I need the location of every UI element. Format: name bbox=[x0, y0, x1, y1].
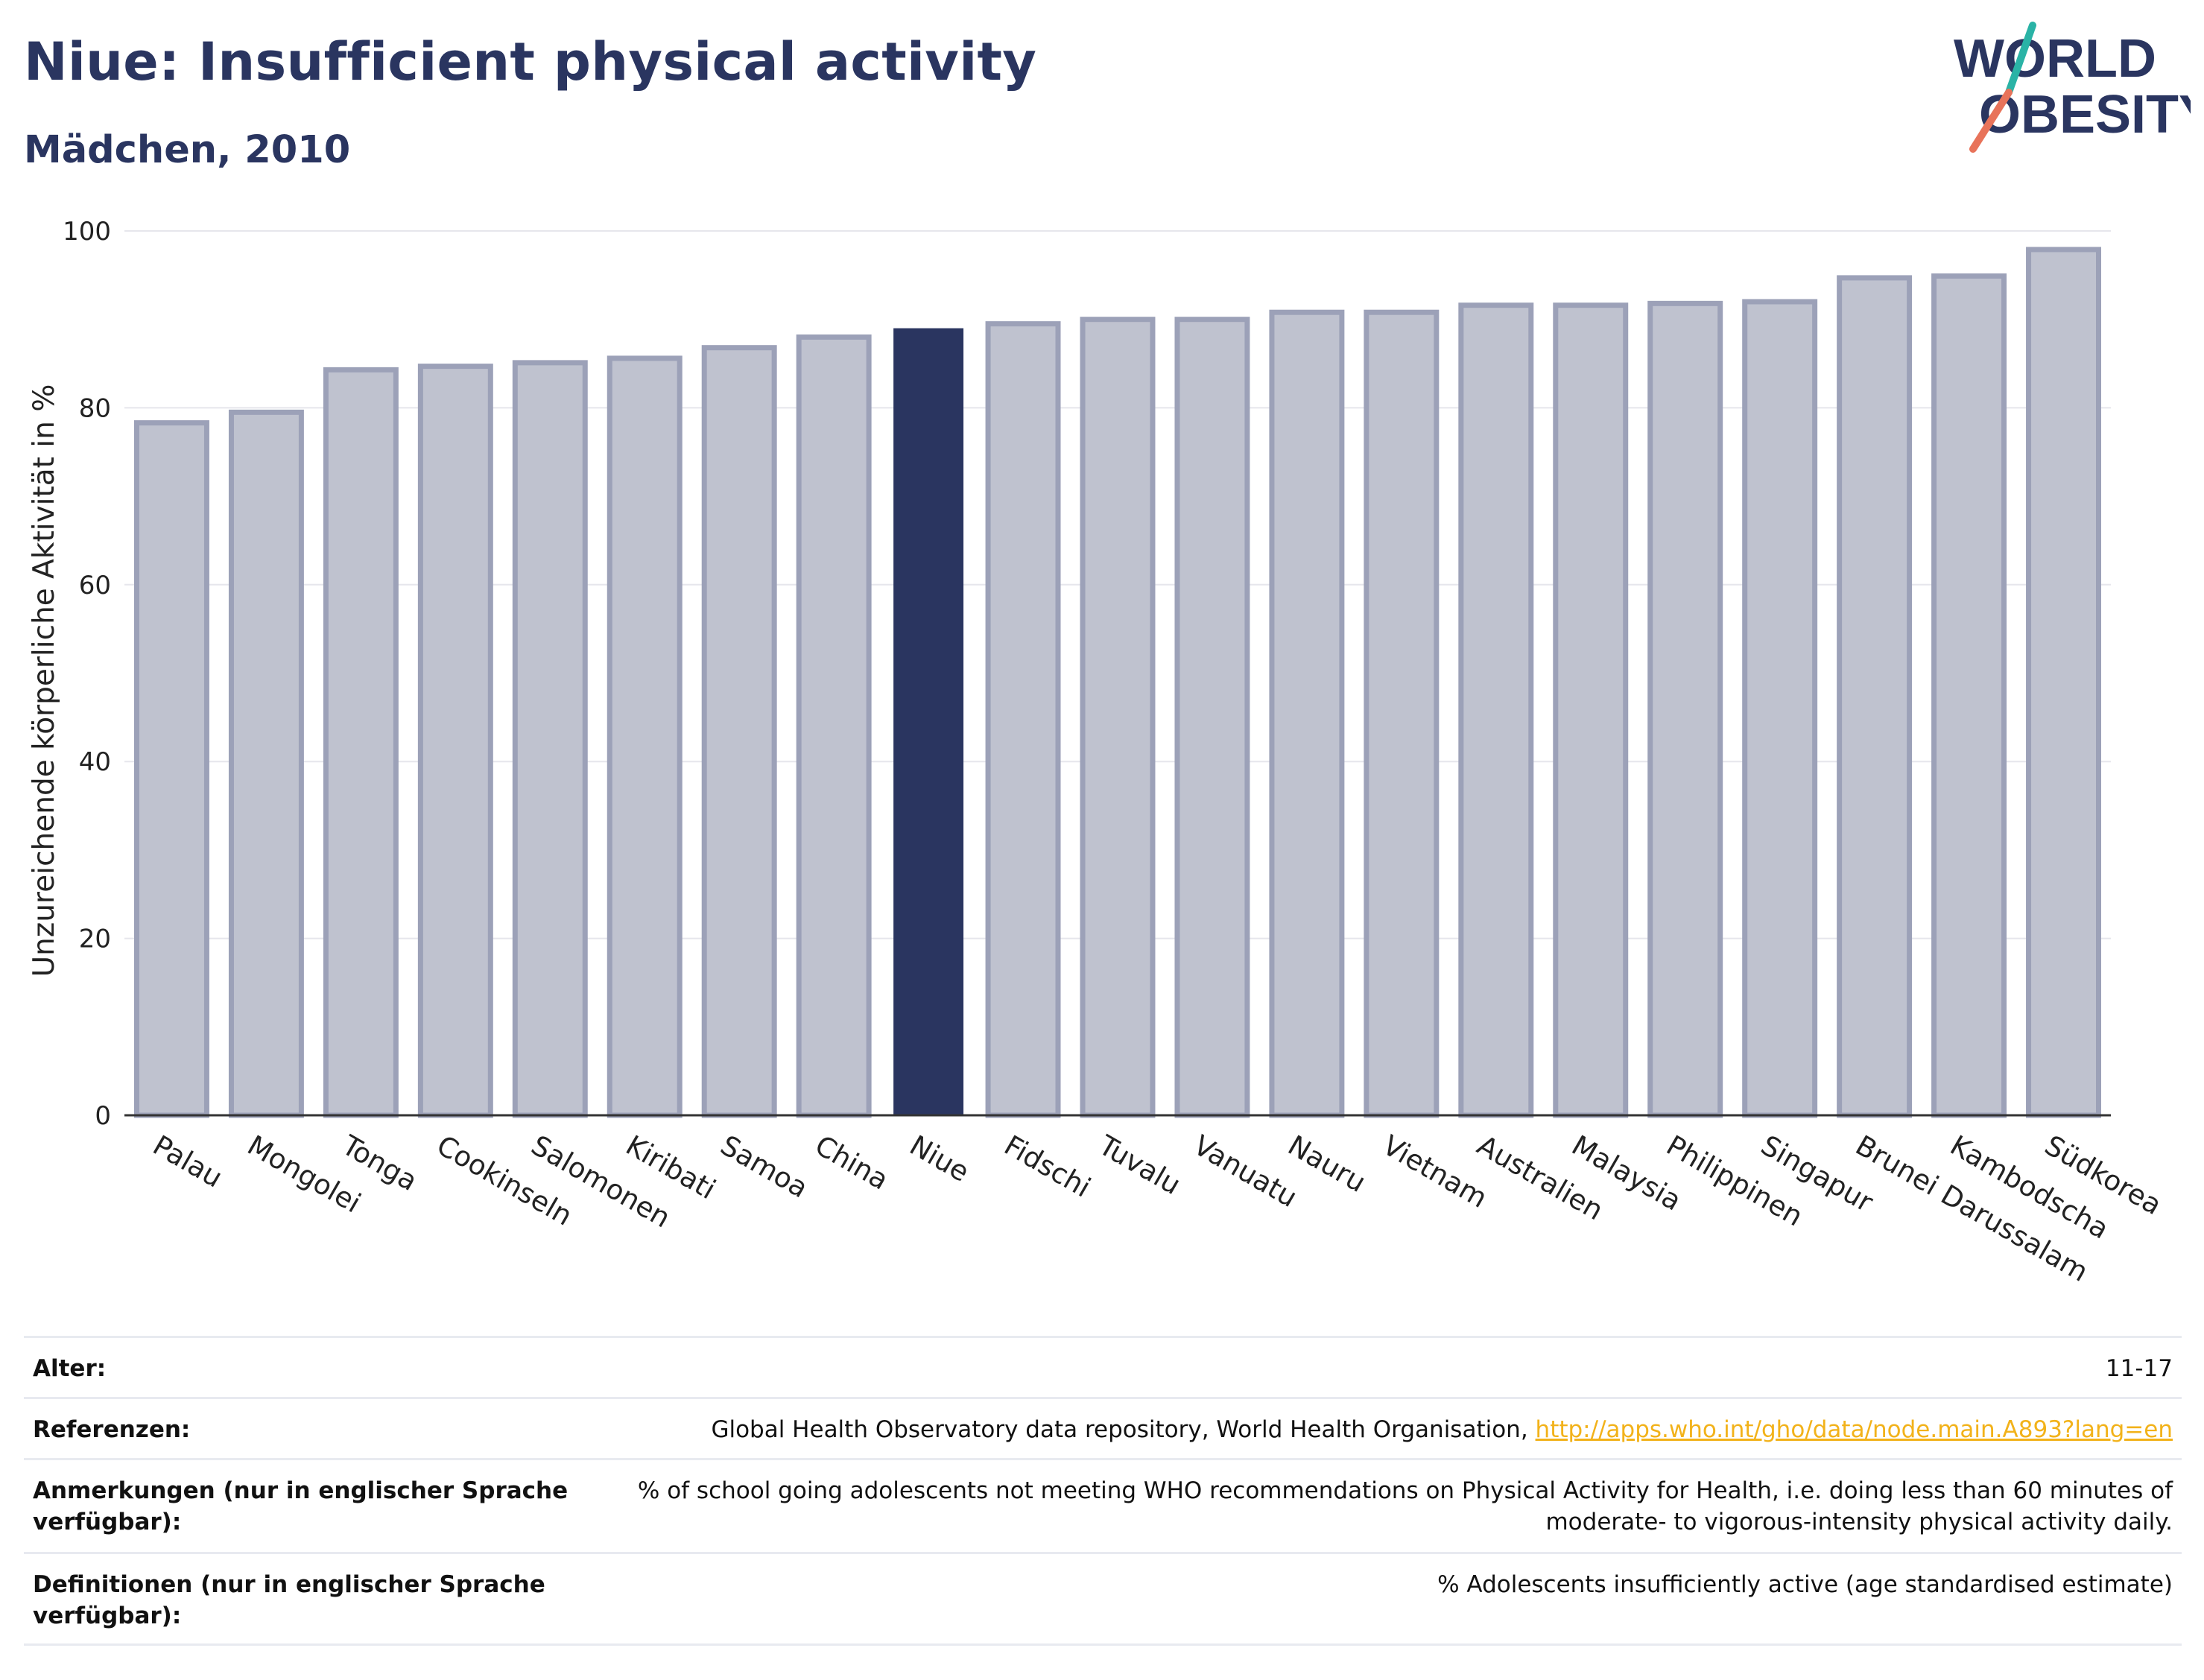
bars bbox=[134, 247, 2101, 1118]
bar bbox=[417, 364, 493, 1118]
bar bbox=[1364, 309, 1440, 1118]
meta-row-age: Alter: 11-17 bbox=[24, 1336, 2182, 1397]
bar bbox=[1742, 299, 1818, 1118]
meta-row-definitions: Definitionen (nur in englischer Sprache … bbox=[24, 1552, 2182, 1646]
bar bbox=[512, 360, 588, 1118]
bar bbox=[701, 345, 777, 1118]
bar-highlighted bbox=[893, 328, 964, 1115]
bar bbox=[1931, 273, 2007, 1118]
y-tick-label: 100 bbox=[63, 217, 111, 247]
meta-definitions-label: Definitionen (nur in englischer Sprache … bbox=[33, 1571, 545, 1629]
logo-text-obesity: OBESITY bbox=[1979, 85, 2191, 145]
bar bbox=[1553, 302, 1629, 1118]
bar bbox=[1647, 300, 1723, 1118]
bar bbox=[1837, 275, 1913, 1118]
y-axis-title: Unzureichende körperliche Aktivität in % bbox=[28, 384, 61, 977]
y-tick-label: 0 bbox=[95, 1101, 111, 1131]
bar bbox=[323, 367, 399, 1118]
x-category-label: Samoa bbox=[715, 1129, 814, 1205]
bar bbox=[985, 321, 1061, 1118]
bar bbox=[796, 334, 872, 1118]
y-tick-label: 20 bbox=[79, 925, 111, 954]
bar bbox=[1458, 302, 1534, 1118]
meta-age-label: Alter: bbox=[33, 1355, 107, 1382]
world-obesity-logo: WORLD OBESITY bbox=[1954, 22, 2191, 153]
meta-row-references: Referenzen: Global Health Observatory da… bbox=[24, 1397, 2182, 1458]
meta-references-link[interactable]: http://apps.who.int/gho/data/node.main.A… bbox=[1535, 1416, 2173, 1443]
bar bbox=[228, 409, 304, 1118]
x-category-label: Vanuatu bbox=[1188, 1129, 1302, 1214]
y-tick-labels: 0 20 40 60 80 100 bbox=[63, 217, 111, 1131]
bar bbox=[607, 355, 683, 1118]
x-category-label: Fidschi bbox=[999, 1129, 1096, 1204]
logo-slash-coral-icon bbox=[1969, 89, 2013, 153]
meta-row-notes: Anmerkungen (nur in englischer Sprache v… bbox=[24, 1458, 2182, 1552]
bar bbox=[1080, 317, 1156, 1118]
chart-title: Niue: Insufficient physical activity bbox=[24, 31, 1037, 92]
logo-text-world: WORLD bbox=[1954, 29, 2156, 89]
bar bbox=[1269, 309, 1345, 1118]
x-category-label: China bbox=[810, 1129, 894, 1196]
y-tick-label: 40 bbox=[79, 747, 111, 777]
meta-references-text: Global Health Observatory data repositor… bbox=[711, 1416, 1536, 1443]
meta-references-label: Referenzen: bbox=[33, 1416, 191, 1443]
meta-references-value: Global Health Observatory data repositor… bbox=[711, 1414, 2173, 1445]
meta-notes-value: % of school going adolescents not meetin… bbox=[637, 1477, 2173, 1535]
meta-age-value: 11-17 bbox=[2105, 1355, 2173, 1382]
x-category-label: Vietnam bbox=[1377, 1129, 1492, 1214]
y-tick-label: 80 bbox=[79, 393, 111, 423]
x-category-label: Palau bbox=[148, 1129, 228, 1194]
meta-definitions-value: % Adolescents insufficiently active (age… bbox=[1437, 1571, 2173, 1598]
metadata-table: Alter: 11-17 Referenzen: Global Health O… bbox=[24, 1336, 2182, 1646]
meta-notes-label: Anmerkungen (nur in englischer Sprache v… bbox=[33, 1477, 569, 1535]
x-category-label: Niue bbox=[905, 1129, 975, 1188]
chart-subtitle: Mädchen, 2010 bbox=[24, 128, 351, 172]
bar bbox=[134, 420, 209, 1118]
x-category-label: Tuvalu bbox=[1093, 1129, 1186, 1201]
logo-slash-teal-icon bbox=[2005, 22, 2036, 96]
y-tick-label: 60 bbox=[79, 571, 111, 600]
bar bbox=[2026, 247, 2101, 1118]
bar bbox=[1174, 317, 1250, 1118]
